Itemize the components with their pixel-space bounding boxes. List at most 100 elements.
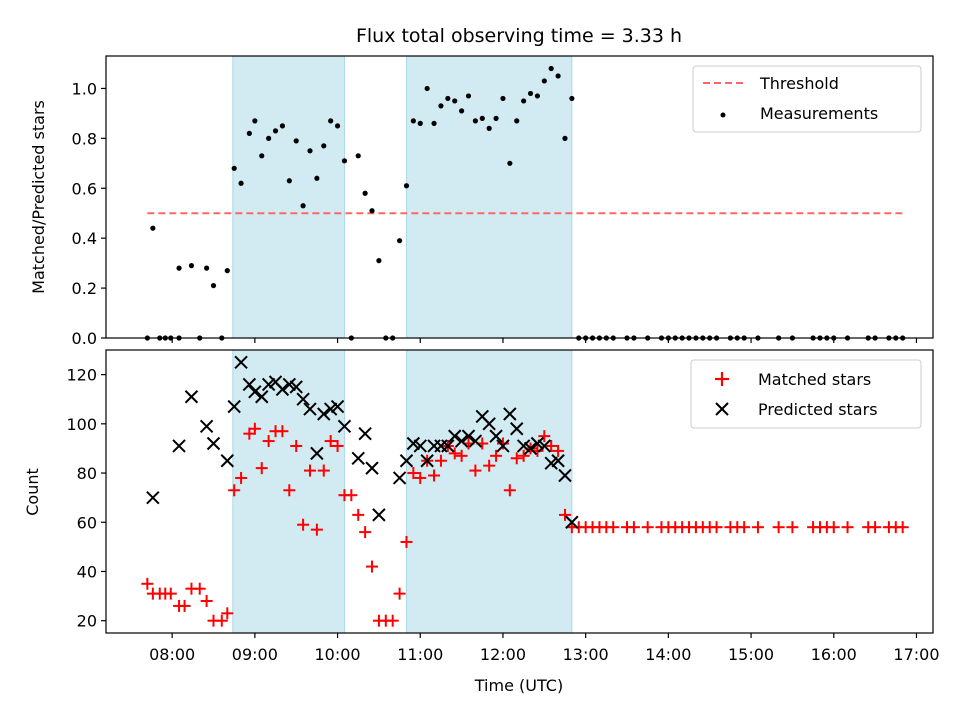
predicted-point (489, 429, 503, 443)
measurement-point (238, 180, 244, 186)
predicted-point (303, 402, 317, 416)
matched-point (141, 577, 154, 590)
x-tick-label: 16:00 (811, 645, 857, 664)
bottom-y-tick-label: 100 (66, 415, 97, 434)
top-y-ticks: 0.0 0.2 0.4 0.6 0.8 1.0 (72, 79, 106, 348)
matched-point (496, 437, 509, 450)
predicted-point (330, 399, 345, 414)
measurement-point (321, 143, 327, 149)
matched-point (545, 439, 558, 452)
measurement-point (286, 178, 292, 184)
shaded-interval-2 (405, 349, 573, 634)
predicted-point (537, 439, 552, 453)
bottom-panel: 20 40 60 80 100 120 08:00 09:00 10:00 11:00 12:00… (23, 349, 940, 695)
measurement-point (479, 115, 485, 121)
predicted-point (420, 454, 434, 468)
matched-point (455, 449, 468, 462)
matched-point (276, 425, 289, 438)
matched-point (345, 489, 358, 502)
matched-point (193, 582, 206, 595)
top-legend-box (692, 65, 922, 133)
matched-point (310, 523, 323, 536)
measurement-point (266, 135, 272, 141)
measurement-point (210, 282, 217, 289)
x-tick-label: 13:00 (563, 645, 609, 664)
top-x-ticks (171, 338, 918, 343)
predicted-point (220, 454, 235, 468)
predicted-point (558, 468, 572, 483)
matched-point (200, 595, 213, 608)
legend-measurements-label: Measurements (760, 104, 878, 123)
matched-point (303, 464, 316, 477)
measurement-point (246, 130, 252, 136)
predicted-point (296, 392, 310, 406)
shaded-interval-2 (405, 55, 573, 339)
measurement-point (231, 165, 237, 171)
measurement-point (314, 175, 320, 181)
legend-predicted-swatch (715, 402, 729, 416)
matched-stars-series (141, 422, 909, 627)
measurement-point (507, 160, 513, 166)
matched-point (710, 521, 723, 534)
top-y-tick-label: 0.2 (72, 279, 97, 298)
measurement-point (328, 118, 334, 124)
matched-point (235, 471, 248, 484)
measurement-point (424, 85, 430, 92)
measurement-point (300, 203, 306, 209)
predicted-point (496, 439, 510, 453)
matched-point (841, 521, 854, 534)
measurement-point (204, 265, 210, 271)
bottom-y-tick-label: 60 (77, 513, 97, 532)
matched-point (434, 454, 447, 467)
matched-point (869, 521, 882, 534)
measurement-point (252, 118, 258, 124)
matched-point (607, 521, 620, 534)
predicted-stars-series (146, 355, 579, 529)
measurement-point (369, 208, 375, 214)
measurement-point (514, 118, 520, 124)
top-legend: Threshold Measurements (692, 65, 922, 133)
measurement-point (279, 123, 286, 129)
bottom-y-axis-label: Count (23, 468, 42, 516)
top-axes-frame (105, 55, 934, 339)
predicted-point (503, 407, 517, 421)
matched-point (772, 521, 785, 534)
predicted-point (482, 417, 496, 431)
matched-point (366, 560, 379, 573)
measurement-point (272, 128, 279, 134)
measurement-point (341, 158, 348, 164)
matched-point (738, 521, 751, 534)
top-y-tick-label: 0.8 (72, 129, 97, 148)
predicted-point (227, 399, 241, 414)
measurement-point (410, 118, 416, 124)
predicted-point (337, 419, 352, 433)
predicted-point (234, 355, 248, 370)
measurement-point (396, 238, 403, 244)
matched-point (331, 439, 344, 452)
matched-point (255, 462, 268, 475)
legend-matched-swatch (715, 372, 729, 386)
predicted-point (413, 439, 427, 453)
matched-point (414, 471, 427, 484)
predicted-point (392, 471, 407, 485)
measurement-point (534, 93, 541, 99)
x-tick-label: 17:00 (893, 645, 939, 664)
x-tick-label: 09:00 (232, 645, 278, 664)
matched-point (483, 459, 496, 472)
bottom-y-tick-label: 80 (77, 464, 97, 483)
matched-point (896, 521, 909, 534)
matched-point (400, 535, 413, 548)
x-axis-label: Time (UTC) (474, 676, 563, 695)
measurement-point (555, 73, 561, 79)
top-y-axis-label: Matched/Predicted stars (29, 100, 48, 294)
top-y-tick-label: 0.0 (72, 329, 97, 348)
matched-point (558, 508, 571, 521)
measurement-point (438, 103, 444, 109)
matched-point (641, 521, 654, 534)
chart-title: Flux total observing time = 3.33 h (356, 25, 682, 47)
measurement-point (472, 118, 478, 124)
measurement-point (403, 183, 410, 189)
legend-threshold-label: Threshold (759, 74, 839, 93)
matched-point (510, 452, 523, 465)
